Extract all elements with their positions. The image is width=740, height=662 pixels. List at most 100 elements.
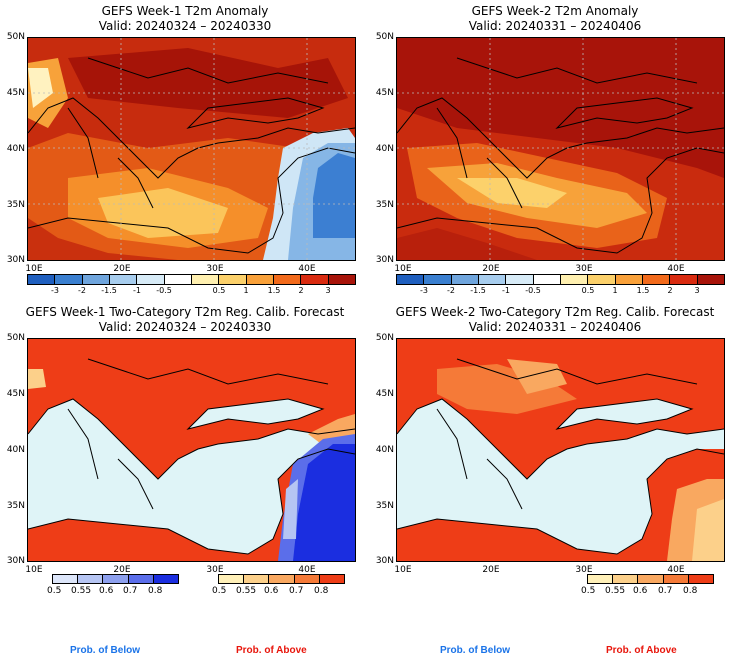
p1-tick: -3 <box>51 286 59 295</box>
p1-lon-20: 20E <box>113 264 131 274</box>
p2-cbar-swatch <box>615 275 643 284</box>
panel4-map <box>396 338 725 562</box>
p1-tick: 0.5 <box>212 286 226 295</box>
p3-below-swatch <box>78 575 104 583</box>
p1-tick: 1.5 <box>267 286 281 295</box>
p3-below-tick: 0.8 <box>148 586 163 596</box>
p3-below-colorbar <box>52 574 179 584</box>
p2-tick: 1.5 <box>636 286 650 295</box>
p3-lat-30: 30N <box>6 556 25 566</box>
panel3-valid: Valid: 20240324 – 20240330 <box>98 320 272 334</box>
p1-cbar-swatch <box>301 275 329 284</box>
p3-below-tick: 0.7 <box>123 586 138 596</box>
p4-above-tick: 0.8 <box>683 586 698 596</box>
p1-tick: 2 <box>298 286 304 295</box>
p2-anomaly-colorbar <box>396 274 725 285</box>
p3-lat-45: 45N <box>6 389 25 399</box>
p1-cbar-swatch <box>219 275 247 284</box>
week2-anomaly-field <box>397 38 724 260</box>
p4-lat-35: 35N <box>375 501 394 511</box>
panel1-title-text: GEFS Week-1 T2m Anomaly <box>101 4 269 18</box>
p2-tick: -2 <box>447 286 455 295</box>
p3-lat-35: 35N <box>6 501 25 511</box>
panel2-title: GEFS Week-2 T2m Anomaly Valid: 20240331 … <box>370 4 740 34</box>
panel4-title-text: GEFS Week-2 Two-Category T2m Reg. Calib.… <box>395 305 715 319</box>
panel3-title: GEFS Week-1 Two-Category T2m Reg. Calib.… <box>0 305 370 335</box>
p2-cbar-swatch <box>697 275 724 284</box>
p3-lon-10: 10E <box>25 565 43 575</box>
panel2-map <box>396 37 725 261</box>
p1-tick: -2 <box>78 286 86 295</box>
p3-below-swatch <box>103 575 129 583</box>
p3-above-tick: 0.5 <box>212 586 227 596</box>
p4-above-swatch <box>613 575 639 583</box>
p3-lat-50: 50N <box>6 333 25 343</box>
p4-lon-10: 10E <box>394 565 412 575</box>
p2-cbar-swatch <box>642 275 671 284</box>
p1-cbar-swatch <box>246 275 274 284</box>
panel4-title: GEFS Week-2 Two-Category T2m Reg. Calib.… <box>370 305 740 335</box>
p1-cbar-swatch <box>164 275 192 284</box>
p4-above-swatch <box>688 575 714 583</box>
p2-cbar-swatch <box>670 275 698 284</box>
p2-lat-50: 50N <box>375 32 394 42</box>
p2-lon-40: 40E <box>667 264 685 274</box>
p2-cbar-swatch <box>533 275 561 284</box>
p1-tick: 3 <box>325 286 331 295</box>
p3-below-swatch <box>153 575 179 583</box>
p2-tick: 2 <box>667 286 673 295</box>
p1-lon-40: 40E <box>298 264 316 274</box>
p4-lon-40: 40E <box>667 565 685 575</box>
p3-below-swatch <box>53 575 79 583</box>
p4-above-tick: 0.55 <box>605 586 626 596</box>
p3-below-tick: 0.55 <box>71 586 92 596</box>
panel2-title-text: GEFS Week-2 T2m Anomaly <box>471 4 639 18</box>
week1-anomaly-field <box>28 38 355 260</box>
p2-lon-10: 10E <box>394 264 412 274</box>
p1-cbar-swatch <box>137 275 165 284</box>
p1-lon-30: 30E <box>206 264 224 274</box>
p1-lon-10: 10E <box>25 264 43 274</box>
p2-lat-35: 35N <box>375 200 394 210</box>
p2-tick: 0.5 <box>581 286 595 295</box>
p2-tick: 1 <box>612 286 618 295</box>
p1-cbar-swatch <box>273 275 302 284</box>
panel1-title: GEFS Week-1 T2m Anomaly Valid: 20240324 … <box>0 4 370 34</box>
p4-lon-30: 30E <box>575 565 593 575</box>
p2-cbar-swatch <box>451 275 479 284</box>
p4-above-swatch <box>588 575 614 583</box>
p4-lat-45: 45N <box>375 389 394 399</box>
p2-cbar-swatch <box>397 275 425 284</box>
p3-above-tick: 0.7 <box>289 586 304 596</box>
p1-lat-40: 40N <box>6 144 25 154</box>
p1-lat-30: 30N <box>6 255 25 265</box>
p3-above-swatch <box>294 575 320 583</box>
panel1-map <box>27 37 356 261</box>
p1-lat-45: 45N <box>6 88 25 98</box>
p3-lat-40: 40N <box>6 445 25 455</box>
p4-above-colorbar <box>587 574 714 584</box>
p1-anomaly-colorbar <box>27 274 356 285</box>
p3-above-swatch <box>319 575 345 583</box>
p1-tick: 1 <box>243 286 249 295</box>
p4-legend-below: Prob. of Below <box>440 645 510 656</box>
p2-tick: -1.5 <box>470 286 486 295</box>
p1-cbar-swatch <box>109 275 138 284</box>
p3-above-swatch <box>219 575 245 583</box>
p4-above-tick: 0.7 <box>658 586 673 596</box>
p3-legend-below: Prob. of Below <box>70 645 140 656</box>
p4-lat-40: 40N <box>375 445 394 455</box>
p4-legend-above: Prob. of Above <box>606 645 677 656</box>
p3-above-tick: 0.8 <box>314 586 329 596</box>
p3-below-tick: 0.5 <box>47 586 62 596</box>
p2-cbar-swatch <box>424 275 452 284</box>
p3-above-colorbar <box>218 574 345 584</box>
p1-cbar-swatch <box>328 275 355 284</box>
p3-above-tick: 0.6 <box>264 586 279 596</box>
p2-tick: -3 <box>420 286 428 295</box>
panel2-valid: Valid: 20240331 – 20240406 <box>468 19 642 33</box>
p2-tick: -1 <box>502 286 510 295</box>
p2-cbar-swatch <box>478 275 507 284</box>
p3-lon-40: 40E <box>298 565 316 575</box>
p2-cbar-swatch <box>588 275 616 284</box>
